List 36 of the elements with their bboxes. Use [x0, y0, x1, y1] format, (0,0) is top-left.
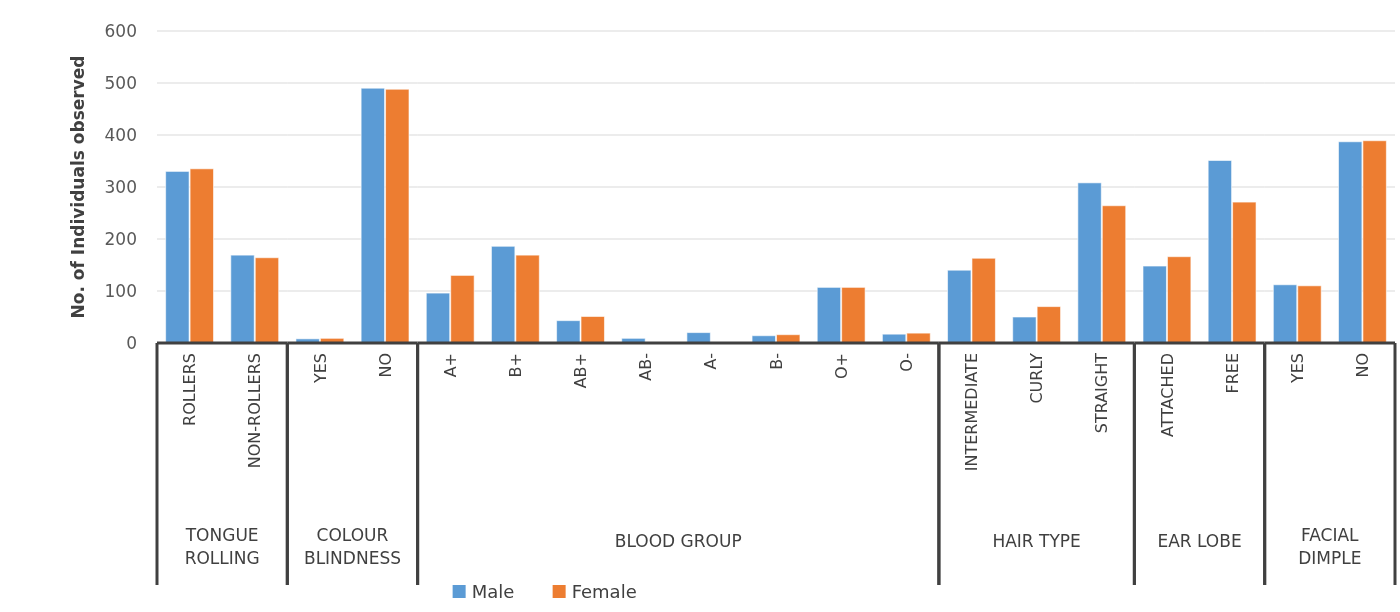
- x-tick-label: NON-ROLLERS: [245, 353, 265, 469]
- legend-label: Male: [471, 581, 515, 603]
- x-tick-label: B+: [505, 353, 525, 378]
- x-tick-label: CURLY: [1027, 352, 1047, 404]
- x-tick-label: A-: [701, 353, 721, 370]
- x-tick-label: AB+: [571, 353, 591, 389]
- x-tick-label: B-: [766, 353, 786, 370]
- bar: [686, 332, 711, 344]
- x-axis-title: EAR LOBE: [1157, 531, 1242, 551]
- x-axis-title: HAIR TYPE: [992, 531, 1081, 551]
- x-axis-title: COLOUR BLINDNESS: [303, 525, 401, 568]
- x-tick-label: NO: [1353, 353, 1373, 378]
- y-tick-label: 0: [126, 332, 137, 353]
- x-tick-label: ROLLERS: [180, 353, 200, 426]
- y-tick-label: 400: [104, 124, 137, 145]
- legend-label: Female: [571, 581, 637, 603]
- y-axis-title: No. of Individuals observed: [68, 55, 88, 319]
- x-tick-label: NO: [375, 353, 395, 378]
- x-tick-label: INTERMEDIATE: [962, 353, 982, 472]
- y-tick-label: 500: [104, 72, 137, 93]
- y-tick-label: 200: [104, 228, 137, 249]
- y-tick-label: 300: [104, 176, 137, 197]
- x-tick-label: AB-: [636, 353, 656, 381]
- x-axis-title: BLOOD GROUP: [614, 531, 742, 551]
- x-tick-label: STRAIGHT: [1092, 352, 1112, 434]
- x-axis-title: TONGUE ROLLING: [184, 525, 260, 568]
- x-tick-label: O-: [896, 353, 916, 372]
- x-tick-label: YES: [1287, 353, 1307, 385]
- y-tick-label: 100: [104, 280, 137, 301]
- x-axis-title: FACIAL DIMPLE: [1298, 525, 1362, 568]
- y-tick-label: 600: [104, 20, 137, 41]
- x-tick-label: FREE: [1222, 353, 1242, 394]
- x-tick-label: ATTACHED: [1157, 353, 1177, 438]
- x-tick-label: A+: [440, 353, 460, 378]
- x-tick-label: O+: [831, 353, 851, 379]
- x-tick-label: YES: [310, 353, 330, 385]
